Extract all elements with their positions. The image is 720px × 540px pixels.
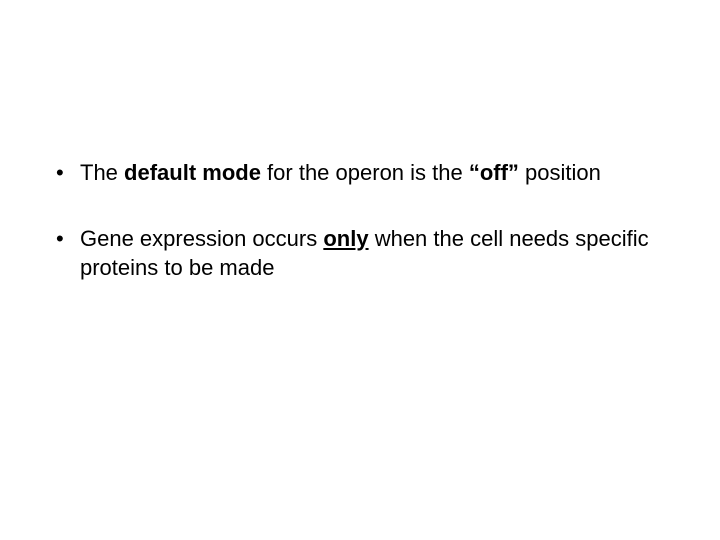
bullet-item: Gene expression occurs only when the cel… (52, 224, 680, 283)
slide: The default mode for the operon is the “… (0, 0, 720, 540)
text-run: Gene expression occurs (80, 226, 323, 251)
text-run: position (519, 160, 601, 185)
text-run: The (80, 160, 124, 185)
bullet-list: The default mode for the operon is the “… (52, 158, 680, 283)
text-run-bold: default mode (124, 160, 261, 185)
text-run-bold-underline: only (323, 226, 368, 251)
text-run: for the operon is the (261, 160, 469, 185)
text-run-bold: “off” (469, 160, 519, 185)
bullet-item: The default mode for the operon is the “… (52, 158, 680, 188)
